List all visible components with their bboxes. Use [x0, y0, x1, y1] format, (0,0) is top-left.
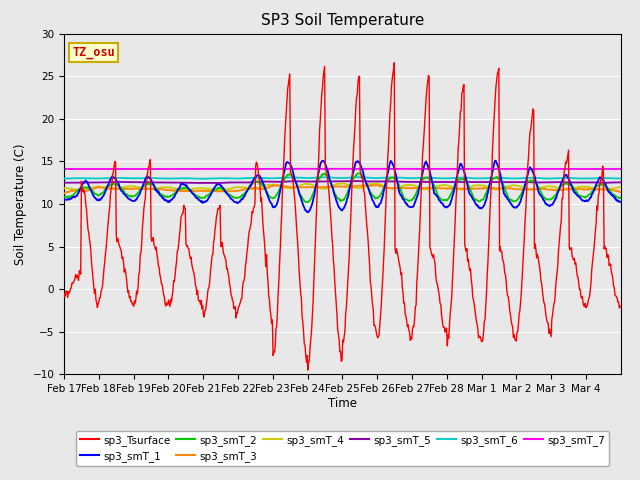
sp3_smT_1 [492, 158, 499, 164]
sp3_smT_2 [617, 195, 625, 201]
Line: sp3_smT_3: sp3_smT_3 [64, 185, 621, 193]
sp3_smT_6 [60, 176, 68, 181]
sp3_Tsurface [125, 295, 133, 300]
sp3_smT_4 [60, 186, 68, 192]
sp3_smT_1 [304, 209, 312, 215]
sp3_smT_1 [617, 199, 625, 205]
sp3_smT_3 [276, 183, 284, 189]
sp3_smT_4 [217, 188, 225, 193]
sp3_smT_2 [255, 180, 263, 186]
sp3_smT_3 [617, 189, 625, 195]
sp3_smT_1 [228, 196, 236, 202]
sp3_smT_1 [125, 196, 133, 202]
sp3_smT_3 [369, 182, 376, 188]
sp3_smT_5 [202, 180, 210, 186]
sp3_smT_3 [432, 185, 440, 191]
sp3_smT_2 [401, 196, 409, 202]
sp3_smT_7 [433, 166, 440, 172]
sp3_smT_6 [228, 176, 236, 181]
sp3_smT_7 [182, 166, 190, 172]
Line: sp3_smT_6: sp3_smT_6 [64, 177, 621, 179]
sp3_smT_2 [125, 193, 133, 199]
sp3_smT_2 [303, 199, 311, 205]
sp3_smT_5 [228, 180, 236, 185]
sp3_smT_5 [60, 180, 68, 186]
sp3_smT_4 [401, 182, 409, 188]
sp3_smT_3 [401, 185, 408, 191]
sp3_Tsurface [276, 244, 284, 250]
sp3_smT_6 [401, 175, 409, 181]
sp3_Tsurface [60, 290, 68, 296]
sp3_smT_7 [125, 166, 133, 172]
sp3_smT_3 [60, 190, 68, 196]
sp3_smT_2 [60, 195, 68, 201]
sp3_smT_6 [125, 175, 133, 181]
Line: sp3_smT_5: sp3_smT_5 [64, 181, 621, 183]
sp3_smT_5 [401, 179, 409, 185]
sp3_smT_2 [354, 170, 362, 176]
sp3_smT_3 [125, 186, 133, 192]
sp3_smT_5 [433, 179, 440, 185]
sp3_Tsurface [401, 312, 409, 317]
sp3_smT_6 [256, 175, 264, 181]
sp3_smT_7 [617, 166, 625, 172]
sp3_smT_4 [617, 185, 625, 191]
sp3_Tsurface [617, 303, 625, 309]
X-axis label: Time: Time [328, 397, 357, 410]
sp3_smT_7 [60, 166, 68, 172]
Title: SP3 Soil Temperature: SP3 Soil Temperature [260, 13, 424, 28]
sp3_smT_1 [255, 173, 263, 179]
Line: sp3_smT_2: sp3_smT_2 [64, 173, 621, 202]
sp3_smT_3 [255, 186, 263, 192]
sp3_smT_7 [228, 166, 236, 172]
sp3_smT_6 [354, 174, 362, 180]
sp3_smT_4 [256, 185, 264, 191]
sp3_Tsurface [228, 293, 236, 299]
Line: sp3_smT_1: sp3_smT_1 [64, 161, 621, 212]
sp3_Tsurface [390, 60, 398, 66]
sp3_smT_5 [617, 180, 625, 185]
sp3_smT_6 [277, 175, 285, 180]
sp3_smT_4 [228, 185, 236, 191]
sp3_Tsurface [255, 176, 263, 182]
sp3_smT_5 [256, 179, 264, 185]
sp3_Tsurface [304, 367, 312, 373]
sp3_smT_1 [276, 187, 284, 193]
sp3_smT_3 [228, 188, 236, 194]
sp3_Tsurface [433, 278, 440, 284]
sp3_smT_4 [338, 180, 346, 186]
Legend: sp3_Tsurface, sp3_smT_1, sp3_smT_2, sp3_smT_3, sp3_smT_4, sp3_smT_5, sp3_smT_6, : sp3_Tsurface, sp3_smT_1, sp3_smT_2, sp3_… [76, 431, 609, 466]
sp3_smT_7 [256, 166, 264, 172]
sp3_smT_7 [277, 166, 285, 172]
sp3_smT_5 [277, 179, 285, 185]
sp3_smT_1 [432, 192, 440, 198]
sp3_smT_4 [433, 184, 440, 190]
sp3_smT_6 [198, 176, 206, 181]
sp3_smT_4 [125, 184, 133, 190]
Line: sp3_Tsurface: sp3_Tsurface [64, 63, 621, 370]
sp3_smT_6 [617, 176, 625, 181]
sp3_smT_4 [277, 183, 285, 189]
sp3_smT_7 [321, 166, 329, 172]
Y-axis label: Soil Temperature (C): Soil Temperature (C) [14, 143, 27, 265]
Line: sp3_smT_4: sp3_smT_4 [64, 183, 621, 191]
sp3_smT_5 [125, 179, 133, 185]
sp3_smT_5 [356, 178, 364, 184]
sp3_smT_2 [276, 185, 284, 191]
sp3_smT_7 [401, 166, 409, 172]
sp3_smT_6 [433, 175, 440, 181]
sp3_smT_2 [433, 188, 440, 194]
sp3_smT_2 [228, 193, 236, 199]
sp3_smT_1 [60, 196, 68, 202]
Text: TZ_osu: TZ_osu [72, 46, 115, 59]
sp3_smT_1 [401, 198, 408, 204]
